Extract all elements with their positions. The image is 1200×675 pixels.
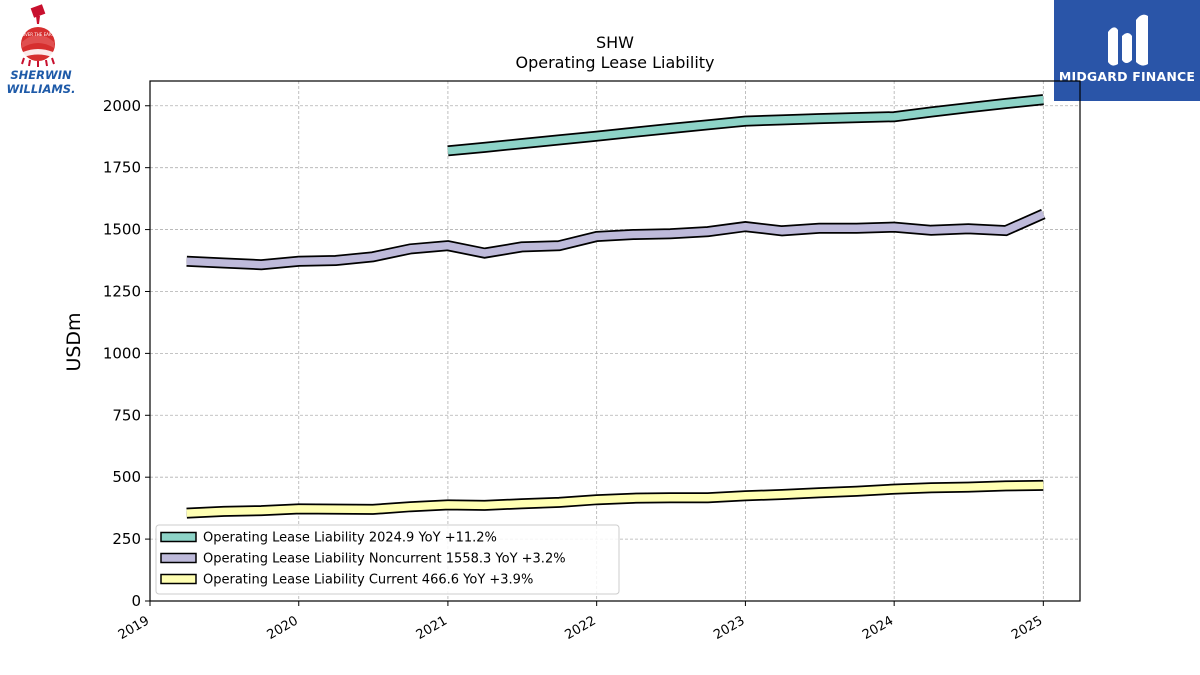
y-tick-label: 500 — [112, 468, 141, 486]
x-tick-label: 2022 — [563, 613, 599, 643]
chart-subtitle: Operating Lease Liability — [515, 53, 714, 72]
legend-swatch-2 — [160, 573, 197, 585]
legend: Operating Lease Liability 2024.9 YoY +11… — [155, 524, 620, 595]
legend-swatch-1 — [160, 552, 197, 564]
cover-the-earth-globe-icon: COVER THE EARTH — [19, 4, 57, 67]
series-line-0 — [447, 95, 1044, 155]
globe-label: COVER THE EARTH — [19, 32, 57, 37]
midgard-finance-wordmark: MIDGARD FINANCE — [1058, 69, 1196, 84]
logo-line-2: WILLIAMS. — [6, 82, 76, 96]
y-tick-label: 1750 — [103, 159, 141, 177]
legend-label-2: Operating Lease Liability Current 466.6 … — [203, 573, 533, 588]
legend-label-1: Operating Lease Liability Noncurrent 155… — [203, 552, 566, 567]
series-lines — [186, 94, 1046, 519]
y-axis-ticks: 0 250 500 750 1000 1250 1500 1750 2000 — [103, 97, 150, 610]
sherwin-williams-logo: COVER THE EARTH SHERWIN WILLIAMS. — [2, 2, 76, 98]
y-tick-label: 750 — [112, 406, 141, 424]
series-line-2 — [186, 481, 1044, 517]
y-tick-label: 2000 — [103, 97, 141, 115]
x-tick-label: 2021 — [414, 613, 450, 643]
y-tick-label: 1250 — [103, 282, 141, 300]
x-axis-ticks: 2019 2020 2021 2022 2023 2024 2025 — [116, 601, 1045, 643]
midgard-mark-icon — [1108, 14, 1148, 66]
chart-title: SHW — [596, 33, 634, 52]
x-tick-label: 2025 — [1009, 613, 1045, 643]
plot-frame — [149, 80, 1081, 602]
legend-swatch-0 — [160, 531, 197, 543]
x-tick-label: 2023 — [711, 613, 747, 643]
y-axis-label: USDm — [63, 312, 85, 371]
y-tick-label: 250 — [112, 530, 141, 548]
logo-line-1: SHERWIN — [10, 68, 72, 82]
x-tick-label: 2024 — [860, 613, 896, 643]
grid — [149, 81, 1080, 602]
series-line-1 — [186, 210, 1045, 269]
y-tick-label: 1000 — [103, 344, 141, 362]
midgard-finance-logo: MIDGARD FINANCE — [1054, 0, 1200, 101]
y-tick-label: 1500 — [103, 221, 141, 239]
series-outline-1 — [186, 208, 1046, 271]
x-tick-label: 2019 — [116, 613, 152, 643]
y-tick-label: 0 — [131, 592, 141, 610]
legend-label-0: Operating Lease Liability 2024.9 YoY +11… — [203, 531, 497, 546]
legend-box — [155, 524, 620, 595]
x-tick-label: 2020 — [265, 613, 301, 643]
